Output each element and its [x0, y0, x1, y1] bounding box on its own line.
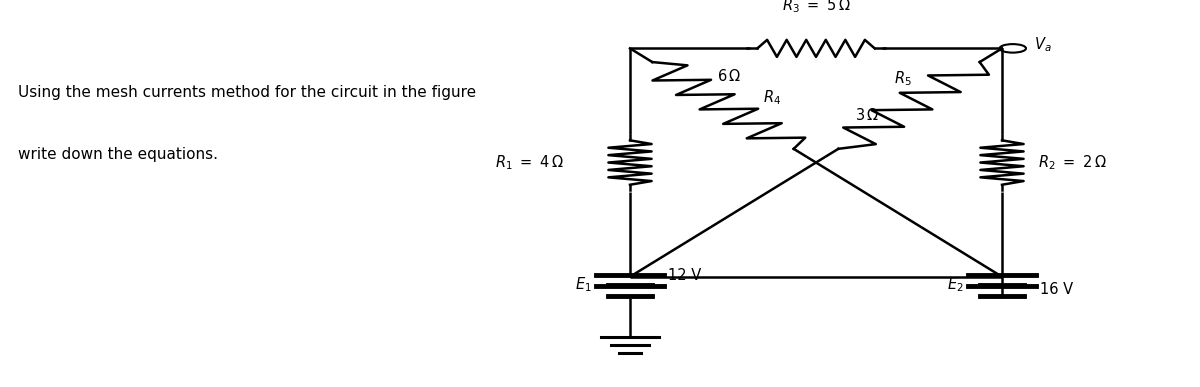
Text: 12 V: 12 V: [668, 268, 702, 283]
Text: 16 V: 16 V: [1040, 282, 1074, 297]
Text: $E_2$: $E_2$: [947, 275, 964, 294]
Text: $V_a$: $V_a$: [1034, 35, 1052, 54]
Text: $R_4$: $R_4$: [763, 88, 781, 107]
Text: $E_1$: $E_1$: [575, 275, 592, 294]
Text: Using the mesh currents method for the circuit in the figure: Using the mesh currents method for the c…: [18, 86, 476, 100]
Text: $R_1\ =\ 4\,\Omega$: $R_1\ =\ 4\,\Omega$: [496, 153, 564, 172]
Text: $R_2\ =\ 2\,\Omega$: $R_2\ =\ 2\,\Omega$: [1038, 153, 1106, 172]
Text: $R_5$: $R_5$: [894, 69, 912, 88]
Text: $3\,\Omega$: $3\,\Omega$: [854, 107, 880, 123]
Text: $6\,\Omega$: $6\,\Omega$: [716, 68, 742, 84]
Text: $R_3\ =\ 5\,\Omega$: $R_3\ =\ 5\,\Omega$: [781, 0, 851, 15]
Text: write down the equations.: write down the equations.: [18, 147, 218, 162]
